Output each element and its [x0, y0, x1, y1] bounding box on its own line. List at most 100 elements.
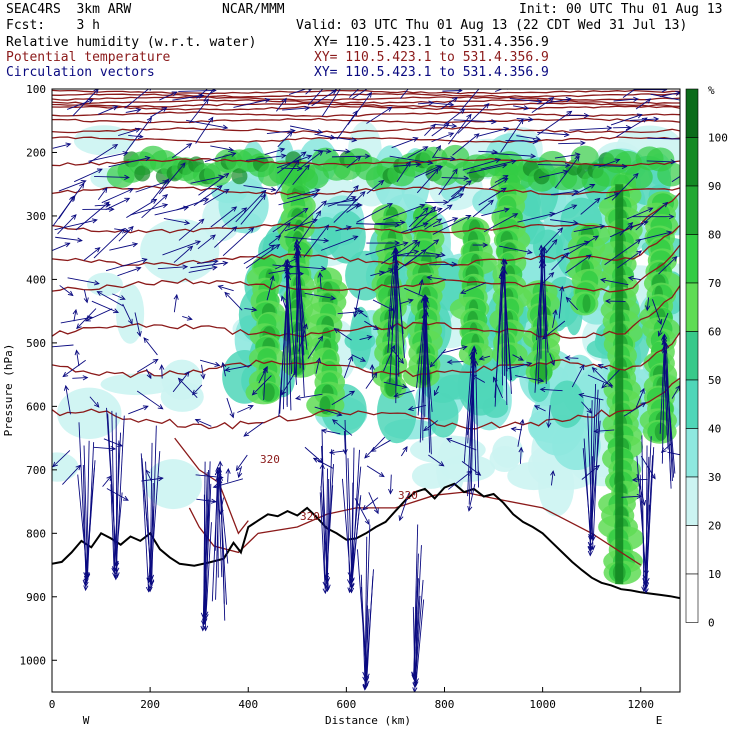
wind-vector	[266, 275, 275, 301]
wind-vector	[423, 310, 429, 418]
wind-vector	[93, 228, 126, 259]
rh-cell	[290, 356, 304, 375]
wind-vector	[461, 461, 482, 476]
wind-vector	[287, 188, 321, 199]
wind-vector	[391, 137, 419, 149]
wind-vector	[541, 271, 555, 285]
wind-vector	[124, 116, 153, 154]
wind-vector	[154, 205, 190, 216]
wind-vector	[217, 284, 234, 292]
theta-contour	[52, 89, 680, 95]
wind-vector	[88, 151, 129, 162]
wind-vector	[537, 162, 571, 168]
wind-vector	[396, 161, 411, 183]
wind-vector	[536, 256, 545, 341]
wind-vector	[276, 154, 313, 169]
y-tick-label: 600	[26, 400, 46, 413]
wind-vector	[72, 89, 99, 117]
colorbar-swatch	[685, 137, 699, 187]
wind-vector	[587, 389, 599, 548]
wind-vector	[74, 168, 103, 183]
wind-vector	[221, 361, 227, 377]
wind-vector	[352, 89, 368, 99]
wind-vector	[320, 235, 359, 251]
wind-vector	[647, 137, 680, 140]
rh-cell	[144, 459, 202, 510]
wind-vector	[600, 277, 629, 286]
wind-vector	[368, 492, 379, 515]
wind-vector	[651, 299, 663, 325]
wind-vector	[571, 183, 596, 197]
forecast-hour: Fcst: 3 h	[6, 18, 100, 33]
wind-vector	[472, 199, 494, 218]
wind-vector	[597, 364, 608, 370]
wind-vector	[351, 354, 367, 362]
wind-vector	[650, 93, 680, 103]
wind-vector	[429, 261, 458, 267]
wind-vector	[462, 157, 502, 171]
wind-vector	[392, 249, 427, 274]
x-axis-label: Distance (km)	[325, 714, 411, 727]
wind-vector	[163, 218, 191, 226]
wind-vector	[235, 454, 248, 472]
wind-vector	[448, 193, 465, 201]
wind-vector	[565, 254, 592, 274]
theta-contour	[174, 437, 249, 535]
wind-vector	[141, 194, 169, 219]
wind-vector	[375, 219, 406, 226]
wind-vector	[96, 291, 124, 307]
wind-vector	[141, 476, 164, 482]
wind-vector	[135, 180, 169, 193]
rh-cell	[385, 378, 397, 397]
wind-vector	[342, 431, 348, 455]
wind-vector	[546, 405, 552, 429]
wind-vector	[591, 367, 613, 389]
wind-vector	[630, 220, 649, 228]
wind-vector	[72, 308, 78, 322]
wind-vector	[189, 98, 209, 124]
wind-vector	[423, 420, 438, 432]
wind-vector	[418, 278, 424, 295]
wind-vector	[593, 163, 628, 169]
field-xy-rh: XY= 110.5.423.1 to 531.4.356.9	[314, 35, 549, 50]
wind-vector	[394, 162, 422, 168]
wind-vector	[401, 222, 429, 233]
wind-vector	[362, 608, 370, 691]
wind-vector	[182, 315, 193, 321]
wind-vector	[105, 197, 131, 211]
wind-vector	[468, 348, 478, 505]
wind-vector	[432, 144, 442, 159]
wind-vector	[432, 156, 456, 162]
wind-vector	[541, 246, 547, 384]
y-axis-label: Pressure (hPa)	[2, 344, 15, 437]
rh-cell	[654, 422, 668, 441]
rh-cell	[428, 393, 459, 438]
rh-cell	[411, 463, 450, 489]
wind-vector	[190, 260, 229, 269]
wind-vector	[558, 285, 565, 319]
wind-vector	[483, 213, 519, 233]
colorbar-label: 30	[708, 471, 721, 484]
wind-vector	[314, 133, 336, 140]
wind-vector	[128, 133, 144, 139]
rh-cell	[326, 210, 366, 264]
wind-vector	[323, 464, 334, 579]
rh-cell	[472, 188, 501, 215]
wind-vector	[635, 98, 652, 110]
wind-vector	[610, 113, 643, 126]
wind-vector	[551, 252, 569, 271]
wind-vector	[400, 445, 408, 457]
wind-vector	[335, 225, 352, 232]
wind-vector	[571, 364, 585, 388]
wind-vector	[296, 210, 322, 247]
wind-vector	[494, 89, 509, 92]
wind-vector	[440, 97, 458, 110]
wind-vector	[604, 298, 626, 304]
wind-vector	[210, 206, 238, 228]
wind-vector	[362, 497, 379, 511]
wind-vector	[537, 131, 570, 138]
wind-vector	[194, 418, 212, 427]
wind-vector	[356, 203, 393, 223]
wind-vector	[472, 242, 489, 248]
wind-vector	[613, 96, 639, 102]
